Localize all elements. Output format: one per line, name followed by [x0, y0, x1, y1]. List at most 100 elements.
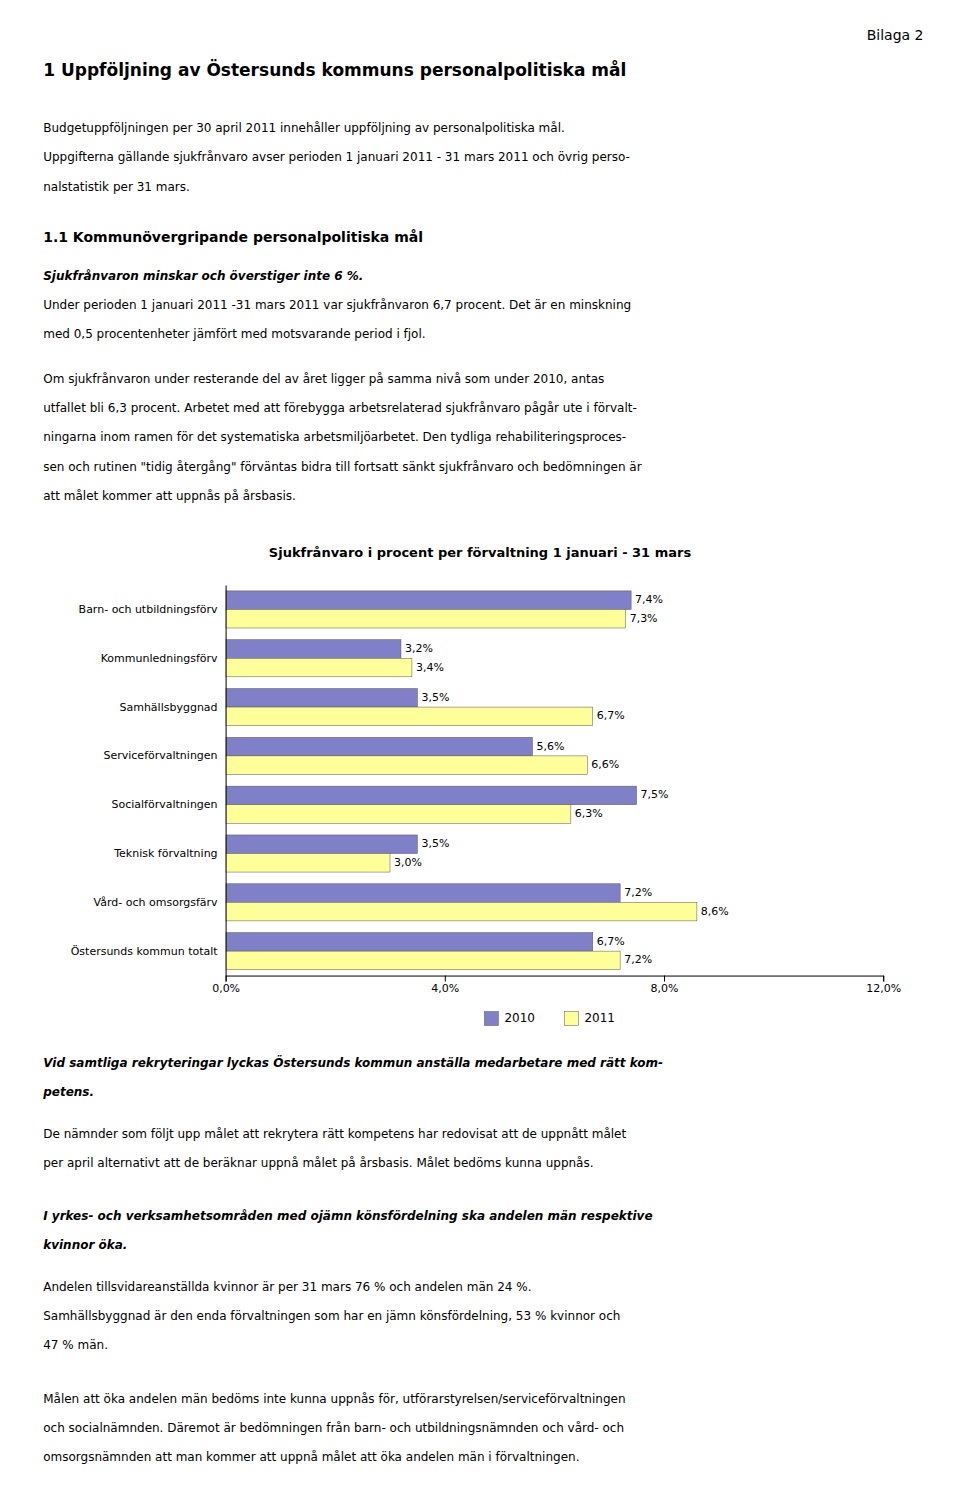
bar	[226, 933, 593, 952]
y-tick: Östersunds kommun totalt	[71, 945, 219, 958]
paragraph-line: 47 % män.	[43, 1338, 108, 1352]
legend-label: 2010	[504, 1011, 535, 1025]
data-label: 3,5%	[421, 837, 449, 850]
data-label: 6,7%	[597, 709, 625, 722]
y-tick: Samhällsbyggnad	[119, 701, 217, 714]
paragraph-line: De nämnder som följt upp målet att rekry…	[43, 1127, 626, 1141]
x-tick-mark	[445, 976, 446, 982]
y-axis-line	[226, 586, 227, 977]
paragraph-line: Budgetuppföljningen per 30 april 2011 in…	[43, 121, 565, 135]
data-label: 8,6%	[701, 905, 729, 918]
paragraph-line: nalstatistik per 31 mars.	[43, 180, 190, 194]
x-tick-mark	[883, 976, 884, 982]
paragraph-line: Andelen tillsvidareanställda kvinnor är …	[43, 1280, 531, 1294]
paragraph-line: Under perioden 1 januari 2011 -31 mars 2…	[43, 298, 631, 312]
paragraph-line: och socialnämnden. Däremot är bedömninge…	[43, 1421, 624, 1435]
y-tick: Vård- och omsorgsfärv	[94, 896, 219, 909]
subheading-line: Vid samtliga rekryteringar lyckas Östers…	[43, 1055, 663, 1070]
data-labels: 7,4% 3,2% 3,5% 5,6% 7,5% 3,5% 7,2% 6,7% 7,3% 3,4%…	[394, 593, 729, 966]
chart-title: Sjukfrånvaro i procent per förvaltning 1…	[269, 545, 692, 560]
page: Bilaga 2 1 Uppföljning av Östersunds komm…	[0, 0, 960, 1502]
data-label: 7,5%	[641, 788, 669, 801]
bar	[226, 609, 626, 628]
legend-item: 2011	[564, 1011, 615, 1026]
legend-label: 2011	[584, 1011, 615, 1025]
data-label: 6,3%	[575, 807, 603, 820]
y-tick-label: Östersunds kommun totalt	[71, 945, 219, 958]
paragraph-line: att målet kommer att uppnås på årsbasis.	[43, 489, 296, 503]
x-axis: 0,0% 4,0% 8,0% 12,0%	[212, 976, 901, 996]
bar	[226, 854, 390, 873]
subheading-line: petens.	[42, 1085, 94, 1099]
x-tick: 8,0%	[651, 976, 679, 996]
bar	[226, 737, 533, 756]
section-heading: 1.1 Kommunövergripande personalpolitiska…	[43, 229, 423, 245]
x-tick-mark	[664, 976, 665, 982]
paragraph-line: utfallet bli 6,3 procent. Arbetet med at…	[43, 401, 637, 415]
paragraph-line: sen och rutinen "tidig återgång" förvänt…	[43, 460, 641, 474]
x-axis-line	[226, 976, 884, 982]
bar	[226, 884, 621, 903]
bar	[226, 805, 571, 824]
legend-item: 2010	[484, 1011, 535, 1026]
data-label: 7,4%	[635, 593, 663, 606]
y-tick-label: Samhällsbyggnad	[119, 701, 217, 714]
paragraph-line: Samhällsbyggnad är den enda förvaltninge…	[43, 1309, 620, 1323]
data-label: 7,2%	[624, 886, 652, 899]
legend: 2010 2011	[484, 1011, 615, 1026]
bar-series	[226, 609, 697, 969]
x-tick-label: 4,0%	[431, 982, 459, 995]
data-label: 6,7%	[597, 935, 625, 948]
y-tick: Barn- och utbildningsförv	[79, 603, 218, 616]
bar-series	[226, 591, 637, 951]
paragraph-line: per april alternativt att de beräknar up…	[43, 1156, 593, 1170]
appendix-label: Bilaga 2	[867, 27, 924, 43]
paragraph-line: omsorgsnämnden att man kommer att uppnå …	[43, 1450, 579, 1464]
y-tick-label: Teknisk förvaltning	[113, 847, 217, 860]
data-label: 3,0%	[394, 856, 422, 869]
data-label: 7,2%	[624, 953, 652, 966]
bar	[226, 707, 593, 726]
data-label: 6,6%	[591, 758, 619, 771]
bar	[226, 786, 637, 805]
bars	[226, 591, 697, 970]
legend-swatch	[484, 1012, 498, 1026]
bar	[226, 835, 418, 854]
subheading: Sjukfrånvaron minskar och överstiger int…	[43, 269, 363, 283]
y-tick: Serviceförvaltningen	[103, 749, 217, 762]
bar	[226, 658, 412, 677]
legend-swatch	[564, 1012, 578, 1026]
x-tick-mark	[226, 976, 227, 982]
x-tick: 0,0%	[212, 976, 240, 996]
x-tick-label: 12,0%	[866, 982, 901, 995]
main-heading: 1 Uppföljning av Östersunds kommuns pers…	[43, 59, 626, 80]
chart: 7,4% 3,2% 3,5% 5,6% 7,5% 3,5% 7,2% 6,7% 7,3% 3,4%…	[71, 586, 901, 1026]
y-tick: Kommunledningsförv	[101, 652, 218, 665]
x-tick-label: 8,0%	[651, 982, 679, 995]
bar	[226, 756, 588, 775]
y-tick: Socialförvaltningen	[112, 798, 218, 811]
y-tick-label: Vård- och omsorgsfärv	[94, 896, 219, 909]
data-label: 3,4%	[416, 661, 444, 674]
y-axis: Barn- och utbildningsförv Kommunledningsf…	[71, 586, 226, 977]
x-tick: 12,0%	[866, 976, 901, 996]
x-tick: 4,0%	[431, 976, 459, 996]
data-label: 5,6%	[536, 740, 564, 753]
y-tick-label: Barn- och utbildningsförv	[79, 603, 218, 616]
bar	[226, 951, 621, 970]
y-tick: Teknisk förvaltning	[113, 847, 217, 860]
paragraph-line: Om sjukfrånvaron under resterande del av…	[43, 372, 604, 386]
data-label: 3,5%	[421, 691, 449, 704]
paragraph-line: med 0,5 procentenheter jämfört med motsv…	[43, 327, 425, 341]
bar	[226, 640, 401, 659]
bar	[226, 591, 632, 610]
bar	[226, 902, 697, 921]
data-label: 7,3%	[630, 612, 658, 625]
subheading-line: kvinnor öka.	[43, 1238, 127, 1252]
data-label: 3,2%	[405, 642, 433, 655]
paragraph-line: Målen att öka andelen män bedöms inte ku…	[43, 1392, 625, 1406]
y-tick-label: Serviceförvaltningen	[103, 749, 217, 762]
bar	[226, 689, 418, 708]
y-tick-label: Socialförvaltningen	[112, 798, 218, 811]
paragraph-line: ningarna inom ramen för det systematiska…	[43, 430, 626, 444]
